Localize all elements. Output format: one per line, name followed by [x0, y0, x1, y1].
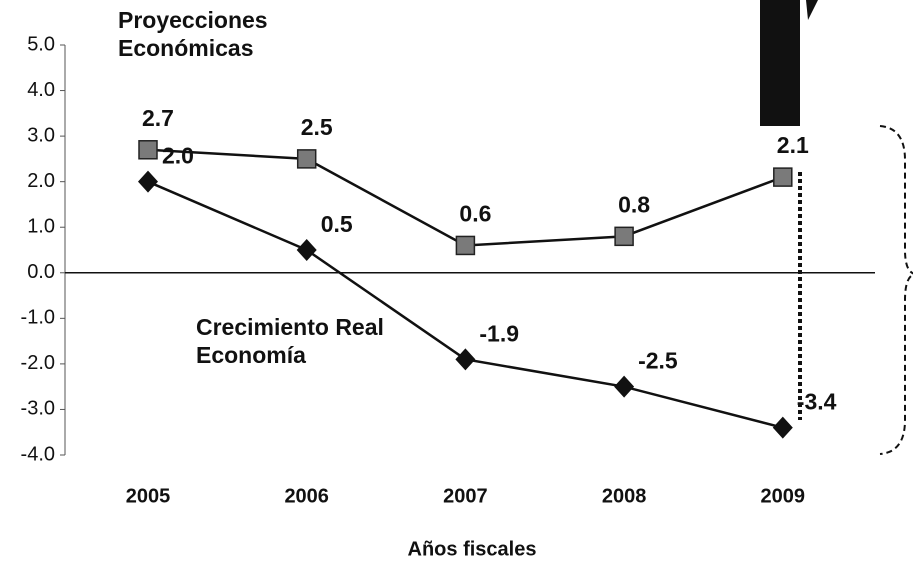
marker	[773, 167, 793, 187]
y-tick-label: 0.0	[27, 261, 55, 283]
data-label: 2.1	[777, 132, 809, 158]
data-label: -1.9	[479, 320, 519, 346]
data-label: 2.7	[142, 105, 174, 131]
data-label: 2.5	[301, 114, 333, 140]
data-label: -3.4	[797, 389, 837, 415]
y-tick-label: 1.0	[27, 216, 55, 238]
marker	[455, 235, 476, 256]
series-label: Proyecciones Económicas	[118, 7, 268, 61]
data-label: -2.5	[638, 348, 678, 374]
y-tick-label: -2.0	[21, 352, 55, 374]
data-label: 0.8	[618, 191, 650, 217]
marker	[614, 375, 635, 398]
decoration-mark	[806, 0, 818, 20]
y-tick-label: -1.0	[21, 307, 55, 329]
brace	[879, 125, 913, 455]
marker	[614, 226, 634, 247]
y-tick-label: 3.0	[27, 124, 55, 146]
series-label: Crecimiento Real Economía	[196, 314, 384, 368]
x-axis-label: Años fiscales	[408, 538, 537, 560]
x-tick-label: 2007	[443, 485, 488, 507]
data-label: 0.6	[459, 201, 491, 227]
y-tick-label: 5.0	[27, 33, 55, 55]
marker	[296, 149, 317, 169]
x-tick-label: 2005	[126, 485, 171, 507]
y-tick-label: 4.0	[27, 79, 55, 101]
marker	[455, 348, 476, 371]
y-tick-label: -4.0	[21, 443, 55, 465]
marker	[138, 140, 158, 160]
x-tick-label: 2009	[761, 485, 806, 507]
y-tick-label: 2.0	[27, 170, 55, 192]
x-tick-label: 2006	[284, 485, 329, 507]
x-tick-label: 2008	[602, 485, 647, 507]
marker	[296, 239, 317, 261]
y-tick-label: -3.0	[21, 398, 55, 420]
data-label: 2.0	[162, 143, 194, 169]
marker	[138, 170, 158, 193]
series-line	[147, 148, 784, 247]
marker	[772, 416, 793, 439]
decoration-bar	[760, 0, 800, 126]
data-label: 0.5	[321, 211, 353, 237]
